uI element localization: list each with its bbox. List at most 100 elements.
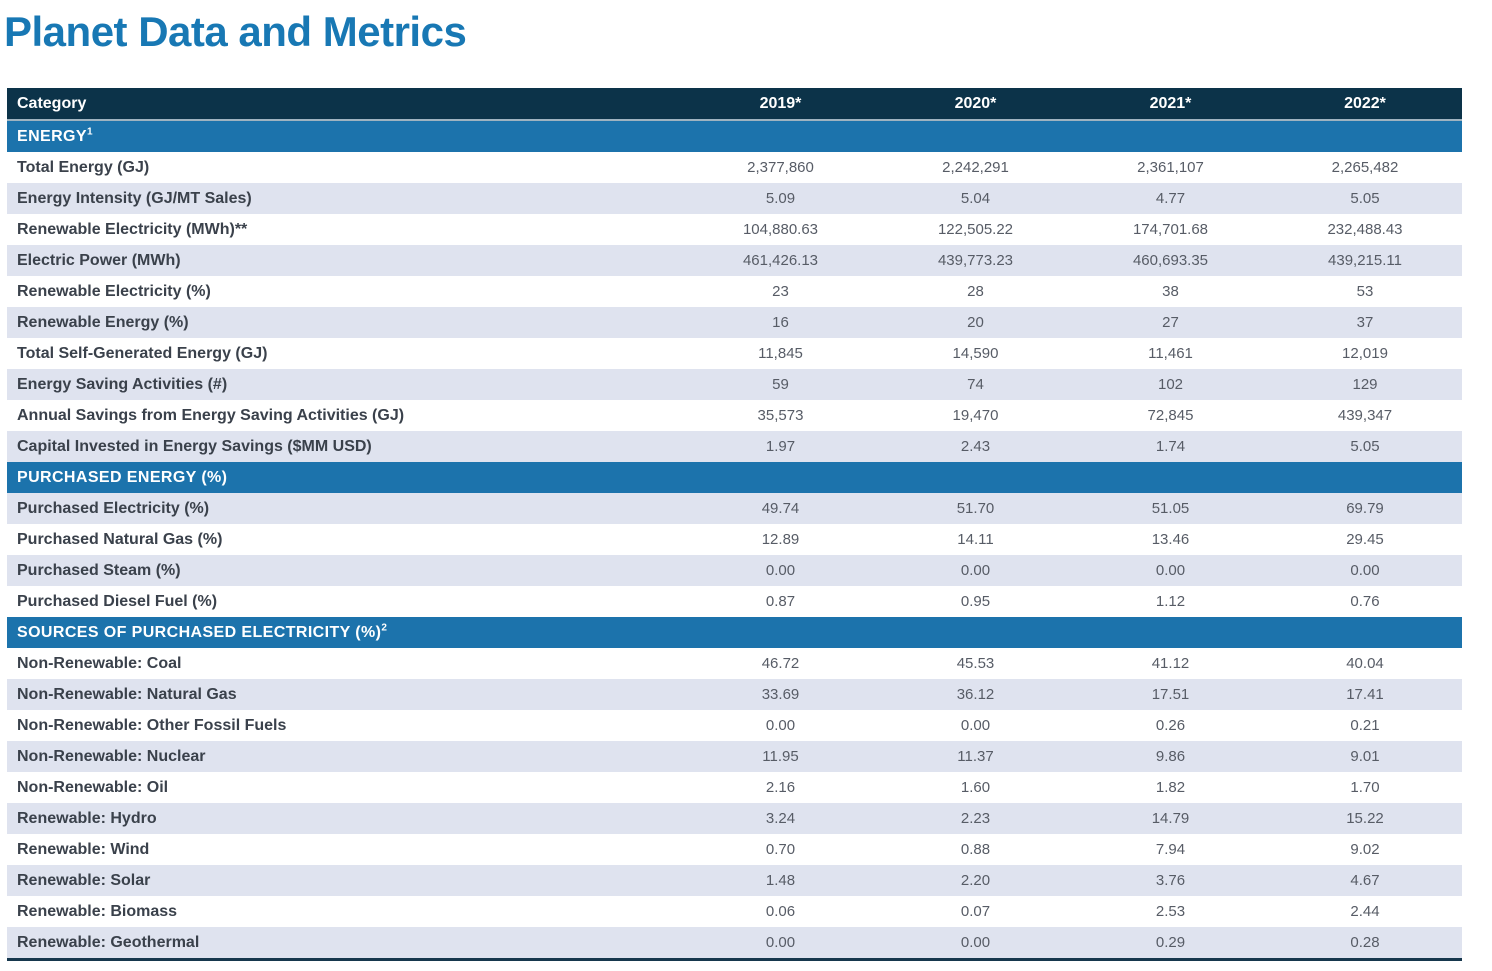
cell-value: 129 bbox=[1268, 369, 1462, 400]
cell-value: 0.00 bbox=[878, 927, 1073, 960]
table-row: Renewable Energy (%) 16 20 27 37 bbox=[7, 307, 1462, 338]
cell-value: 29.45 bbox=[1268, 524, 1462, 555]
section-title: SOURCES OF PURCHASED ELECTRICITY (%)2 bbox=[7, 617, 1462, 648]
cell-value: 439,773.23 bbox=[878, 245, 1073, 276]
column-header-row: Category 2019* 2020* 2021* 2022* bbox=[7, 88, 1462, 121]
cell-value: 2,377,860 bbox=[683, 152, 878, 183]
cell-value: 3.24 bbox=[683, 803, 878, 834]
cell-value: 9.01 bbox=[1268, 741, 1462, 772]
cell-value: 45.53 bbox=[878, 648, 1073, 679]
cell-value: 14.11 bbox=[878, 524, 1073, 555]
cell-value: 0.21 bbox=[1268, 710, 1462, 741]
cell-value: 1.70 bbox=[1268, 772, 1462, 803]
table-row: Non-Renewable: Nuclear 11.95 11.37 9.86 9.01 bbox=[7, 741, 1462, 772]
table-row: Purchased Electricity (%) 49.74 51.70 51.05… bbox=[7, 493, 1462, 524]
row-label: Renewable: Biomass bbox=[7, 896, 683, 927]
cell-value: 0.26 bbox=[1073, 710, 1268, 741]
table-row: Total Self-Generated Energy (GJ) 11,845 14… bbox=[7, 338, 1462, 369]
cell-value: 2.16 bbox=[683, 772, 878, 803]
cell-value: 11.95 bbox=[683, 741, 878, 772]
cell-value: 0.00 bbox=[683, 555, 878, 586]
table-row: Renewable: Biomass 0.06 0.07 2.53 2.44 bbox=[7, 896, 1462, 927]
table-row: Purchased Steam (%) 0.00 0.00 0.00 0.00 bbox=[7, 555, 1462, 586]
row-label: Total Energy (GJ) bbox=[7, 152, 683, 183]
table-row: Renewable: Hydro 3.24 2.23 14.79 15.22 bbox=[7, 803, 1462, 834]
cell-value: 0.07 bbox=[878, 896, 1073, 927]
table-row: Non-Renewable: Coal 46.72 45.53 41.12 40.04 bbox=[7, 648, 1462, 679]
cell-value: 4.77 bbox=[1073, 183, 1268, 214]
cell-value: 27 bbox=[1073, 307, 1268, 338]
cell-value: 15.22 bbox=[1268, 803, 1462, 834]
page-title: Planet Data and Metrics bbox=[4, 8, 467, 55]
cell-value: 460,693.35 bbox=[1073, 245, 1268, 276]
cell-value: 0.00 bbox=[1073, 555, 1268, 586]
cell-value: 1.97 bbox=[683, 431, 878, 462]
cell-value: 3.76 bbox=[1073, 865, 1268, 896]
section-header-row: PURCHASED ENERGY (%) bbox=[7, 462, 1462, 493]
cell-value: 2.53 bbox=[1073, 896, 1268, 927]
cell-value: 439,347 bbox=[1268, 400, 1462, 431]
cell-value: 2,361,107 bbox=[1073, 152, 1268, 183]
cell-value: 5.05 bbox=[1268, 183, 1462, 214]
cell-value: 74 bbox=[878, 369, 1073, 400]
table-row: Non-Renewable: Natural Gas 33.69 36.12 17.5… bbox=[7, 679, 1462, 710]
cell-value: 46.72 bbox=[683, 648, 878, 679]
cell-value: 0.87 bbox=[683, 586, 878, 617]
cell-value: 9.86 bbox=[1073, 741, 1268, 772]
cell-value: 41.12 bbox=[1073, 648, 1268, 679]
cell-value: 0.88 bbox=[878, 834, 1073, 865]
table-row: Total Energy (GJ) 2,377,860 2,242,291 2,361… bbox=[7, 152, 1462, 183]
cell-value: 1.48 bbox=[683, 865, 878, 896]
column-header-2021: 2021* bbox=[1073, 88, 1268, 121]
row-label: Total Self-Generated Energy (GJ) bbox=[7, 338, 683, 369]
cell-value: 1.82 bbox=[1073, 772, 1268, 803]
column-header-2020: 2020* bbox=[878, 88, 1073, 121]
row-label: Renewable: Geothermal bbox=[7, 927, 683, 960]
cell-value: 0.29 bbox=[1073, 927, 1268, 960]
row-label: Renewable: Solar bbox=[7, 865, 683, 896]
cell-value: 19,470 bbox=[878, 400, 1073, 431]
cell-value: 13.46 bbox=[1073, 524, 1268, 555]
cell-value: 17.41 bbox=[1268, 679, 1462, 710]
table-row: Annual Savings from Energy Saving Activi… bbox=[7, 400, 1462, 431]
cell-value: 2,242,291 bbox=[878, 152, 1073, 183]
cell-value: 1.74 bbox=[1073, 431, 1268, 462]
cell-value: 102 bbox=[1073, 369, 1268, 400]
row-label: Non-Renewable: Other Fossil Fuels bbox=[7, 710, 683, 741]
cell-value: 2,265,482 bbox=[1268, 152, 1462, 183]
cell-value: 4.67 bbox=[1268, 865, 1462, 896]
cell-value: 122,505.22 bbox=[878, 214, 1073, 245]
cell-value: 51.05 bbox=[1073, 493, 1268, 524]
cell-value: 1.60 bbox=[878, 772, 1073, 803]
cell-value: 23 bbox=[683, 276, 878, 307]
cell-value: 35,573 bbox=[683, 400, 878, 431]
cell-value: 14,590 bbox=[878, 338, 1073, 369]
row-label: Energy Intensity (GJ/MT Sales) bbox=[7, 183, 683, 214]
cell-value: 5.04 bbox=[878, 183, 1073, 214]
cell-value: 12,019 bbox=[1268, 338, 1462, 369]
cell-value: 72,845 bbox=[1073, 400, 1268, 431]
table-row: Non-Renewable: Other Fossil Fuels 0.00 0.0… bbox=[7, 710, 1462, 741]
cell-value: 0.00 bbox=[1268, 555, 1462, 586]
row-label: Renewable Electricity (%) bbox=[7, 276, 683, 307]
table-row: Renewable Electricity (MWh)** 104,880.63 1… bbox=[7, 214, 1462, 245]
table-row: Energy Saving Activities (#) 59 74 102 129 bbox=[7, 369, 1462, 400]
row-label: Electric Power (MWh) bbox=[7, 245, 683, 276]
cell-value: 49.74 bbox=[683, 493, 878, 524]
cell-value: 0.95 bbox=[878, 586, 1073, 617]
column-header-category: Category bbox=[7, 88, 683, 121]
cell-value: 0.00 bbox=[683, 927, 878, 960]
cell-value: 14.79 bbox=[1073, 803, 1268, 834]
section-title-footnote: 1 bbox=[86, 126, 93, 138]
row-label: Energy Saving Activities (#) bbox=[7, 369, 683, 400]
cell-value: 17.51 bbox=[1073, 679, 1268, 710]
cell-value: 53 bbox=[1268, 276, 1462, 307]
cell-value: 0.70 bbox=[683, 834, 878, 865]
row-label: Purchased Electricity (%) bbox=[7, 493, 683, 524]
cell-value: 59 bbox=[683, 369, 878, 400]
cell-value: 7.94 bbox=[1073, 834, 1268, 865]
table-row: Renewable Electricity (%) 23 28 38 53 bbox=[7, 276, 1462, 307]
cell-value: 51.70 bbox=[878, 493, 1073, 524]
row-label: Purchased Diesel Fuel (%) bbox=[7, 586, 683, 617]
